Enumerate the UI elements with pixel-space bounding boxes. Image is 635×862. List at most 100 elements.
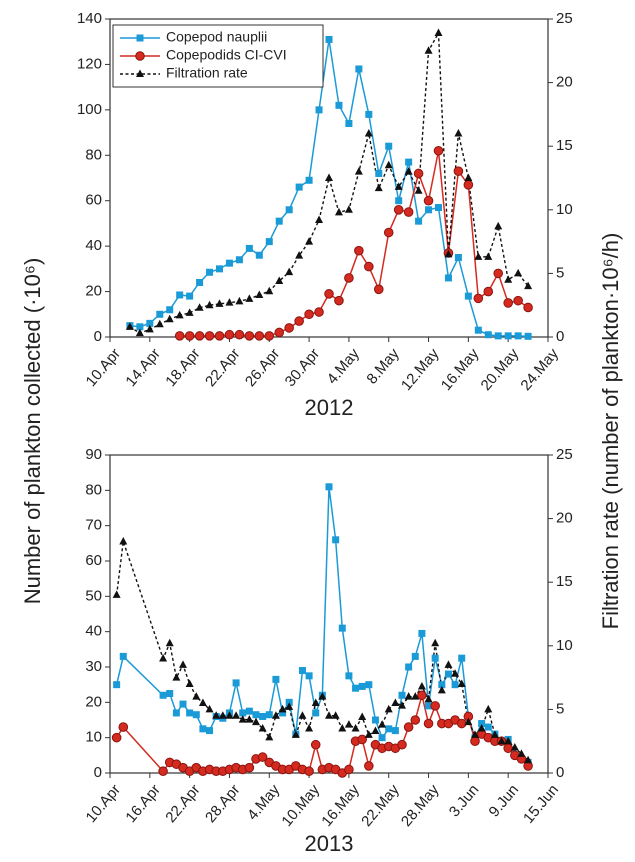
data-point xyxy=(358,682,366,690)
data-point xyxy=(365,110,373,118)
data-point xyxy=(238,715,247,723)
y2-tick-label: 15 xyxy=(556,137,573,154)
data-point xyxy=(473,293,484,304)
data-point xyxy=(510,743,519,751)
data-point xyxy=(451,669,460,677)
data-point xyxy=(497,736,506,745)
data-point xyxy=(354,167,363,175)
data-point xyxy=(194,331,205,341)
data-point xyxy=(259,712,267,720)
data-point xyxy=(517,749,526,757)
data-point xyxy=(265,711,273,719)
y-tick-label: 20 xyxy=(85,283,102,300)
data-point xyxy=(464,173,473,181)
data-point xyxy=(165,314,174,323)
data-point xyxy=(312,709,320,717)
y-tick-label: 80 xyxy=(85,146,102,163)
data-point xyxy=(285,206,293,214)
data-point xyxy=(344,764,354,775)
data-point xyxy=(474,326,482,334)
data-point xyxy=(225,259,233,267)
x-tick-label: 30.Apr xyxy=(282,345,323,390)
data-point xyxy=(295,251,304,259)
legend-label: Copepod nauplii xyxy=(166,29,267,45)
data-point xyxy=(159,691,167,699)
data-point xyxy=(483,286,494,297)
data-point xyxy=(411,692,420,700)
data-point xyxy=(274,327,285,338)
y-tick-label: 60 xyxy=(85,192,102,209)
y-tick-label: 30 xyxy=(85,658,102,675)
data-point xyxy=(264,331,275,341)
data-point xyxy=(206,727,214,735)
data-point xyxy=(417,690,427,701)
data-point xyxy=(179,660,187,668)
data-point xyxy=(357,734,367,745)
data-point xyxy=(298,711,307,719)
data-point xyxy=(235,296,244,305)
data-point xyxy=(513,295,523,306)
data-point xyxy=(198,698,207,707)
data-point xyxy=(375,169,383,177)
y-tick-label: 70 xyxy=(85,517,102,534)
data-point xyxy=(364,261,374,272)
data-point xyxy=(425,206,433,214)
data-point xyxy=(463,180,474,190)
data-point xyxy=(413,168,424,179)
y2-tick-label: 20 xyxy=(556,74,573,91)
data-point xyxy=(275,217,283,225)
x-tick-label: 22.May xyxy=(358,781,403,830)
data-point xyxy=(477,723,486,732)
data-point xyxy=(196,278,204,286)
data-point xyxy=(351,723,360,732)
data-point xyxy=(232,679,240,687)
plot-frame xyxy=(109,18,549,338)
data-point xyxy=(371,716,379,724)
data-point xyxy=(315,215,324,223)
data-point xyxy=(225,298,234,306)
data-point xyxy=(176,291,184,299)
x-tick-label: 12.May xyxy=(398,345,443,394)
data-point xyxy=(338,624,346,632)
data-point xyxy=(364,128,373,137)
data-point xyxy=(291,730,300,738)
data-point xyxy=(255,251,263,259)
y-tick-label: 60 xyxy=(85,552,102,569)
data-point xyxy=(166,690,174,697)
data-point xyxy=(398,691,406,699)
data-point xyxy=(166,306,174,314)
data-point xyxy=(278,704,287,713)
y-tick-label: 0 xyxy=(94,764,102,781)
x-tick-label: 4.May xyxy=(244,781,284,824)
data-point xyxy=(185,308,194,316)
data-point xyxy=(258,723,267,732)
data-point xyxy=(175,310,184,319)
data-point xyxy=(418,629,426,637)
data-point xyxy=(244,331,255,341)
data-point xyxy=(503,298,513,308)
data-point xyxy=(405,663,413,671)
data-point xyxy=(438,681,446,689)
data-point xyxy=(423,195,434,206)
data-point xyxy=(503,743,513,754)
series-line xyxy=(115,541,529,761)
data-point xyxy=(444,660,453,668)
data-point xyxy=(310,739,321,750)
data-point xyxy=(424,694,433,703)
data-point xyxy=(391,727,399,735)
x-tick-label: 28.Apr xyxy=(202,781,243,826)
data-point xyxy=(205,300,214,309)
data-point xyxy=(464,292,472,300)
data-point xyxy=(364,761,374,771)
data-point xyxy=(437,685,446,694)
data-point xyxy=(355,65,363,73)
data-point xyxy=(338,723,347,732)
y2-tick-label: 10 xyxy=(556,201,573,218)
x-tick-label: 3.Jun xyxy=(446,781,483,820)
data-point xyxy=(214,331,225,341)
data-point xyxy=(252,717,260,726)
data-point xyxy=(285,702,294,710)
data-point xyxy=(484,704,493,713)
data-point xyxy=(393,205,404,215)
y2-tick-label: 0 xyxy=(556,764,564,781)
